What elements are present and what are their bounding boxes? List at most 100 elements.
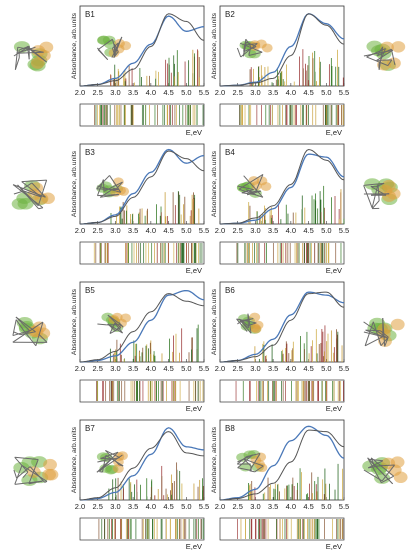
x-tick-label: 4.5: [303, 364, 313, 373]
side-molecule: [362, 456, 407, 483]
transition-strip-frame: [80, 242, 204, 264]
panel-label: B3: [85, 148, 95, 157]
x-tick-label: 4.0: [286, 226, 296, 235]
y-axis-label: Absorbance, arb.units: [71, 288, 78, 355]
x-tick-label: 2.5: [232, 88, 242, 97]
transition-strip-frame: [80, 380, 204, 402]
x-tick-label: 4.0: [146, 88, 156, 97]
x-tick-label: 3.0: [110, 364, 120, 373]
x-tick-label: 2.0: [75, 364, 85, 373]
x-tick-label: 5.0: [321, 226, 331, 235]
x-axis-label: E,eV: [186, 542, 202, 550]
x-tick-label: 2.0: [215, 88, 225, 97]
x-tick-label: 3.5: [128, 226, 138, 235]
panel-label: B5: [85, 286, 95, 295]
x-tick-label: 5.5: [199, 88, 209, 97]
y-axis-label: Absorbance, arb.units: [71, 426, 78, 493]
side-molecule: [12, 180, 55, 210]
inset-molecule-lobe-orange: [249, 313, 260, 322]
x-tick-label: 4.0: [146, 502, 156, 511]
plot-frame: [80, 420, 204, 500]
inset-molecule: [96, 175, 129, 197]
x-tick-label: 4.5: [303, 502, 313, 511]
y-axis-label: Absorbance, arb.units: [211, 426, 218, 493]
x-tick-label: 3.0: [110, 88, 120, 97]
x-tick-label: 3.0: [110, 502, 120, 511]
x-tick-label: 2.0: [215, 364, 225, 373]
side-molecule-lobe-orange: [391, 319, 405, 331]
side-molecule: [364, 41, 405, 71]
panel-label: B1: [85, 10, 95, 19]
x-tick-label: 4.5: [303, 88, 313, 97]
x-tick-label: 4.5: [163, 364, 173, 373]
x-axis-label: E,eV: [186, 128, 202, 137]
x-axis-label: E,eV: [186, 266, 202, 275]
x-tick-label: 3.0: [250, 502, 260, 511]
x-tick-label: 3.5: [128, 88, 138, 97]
inset-molecule-lobe-orange: [117, 451, 128, 460]
x-tick-label: 2.5: [92, 364, 102, 373]
absorbance-curve: [80, 428, 204, 500]
panel-label: B8: [225, 424, 235, 433]
inset-molecule: [97, 313, 131, 334]
x-tick-label: 2.5: [92, 226, 102, 235]
x-tick-label: 2.5: [92, 88, 102, 97]
transition-strip-frame: [220, 518, 344, 540]
inset-molecule-bond: [250, 471, 255, 472]
x-tick-label: 2.5: [232, 502, 242, 511]
inset-molecule-bond: [97, 324, 106, 325]
side-molecule: [13, 317, 50, 346]
panel-label: B7: [85, 424, 95, 433]
side-molecule: [13, 456, 58, 486]
side-molecule-bond: [366, 330, 381, 331]
plot-frame: [220, 144, 344, 224]
inset-molecule-lobe-orange: [115, 186, 126, 195]
x-axis-label: E,eV: [186, 404, 202, 413]
x-tick-label: 3.0: [250, 88, 260, 97]
x-tick-label: 3.5: [268, 226, 278, 235]
inset-molecule-lobe-orange: [262, 43, 273, 52]
y-axis-label: Absorbance, arb.units: [211, 288, 218, 355]
x-tick-label: 3.0: [110, 226, 120, 235]
x-tick-label: 2.5: [92, 502, 102, 511]
side-molecule-lobe-orange: [391, 41, 405, 53]
inset-molecule-bond: [103, 180, 104, 192]
panel-label: B4: [225, 148, 235, 157]
inset-molecule: [97, 35, 131, 59]
x-tick-label: 5.5: [339, 364, 349, 373]
x-tick-label: 5.0: [181, 88, 191, 97]
x-tick-label: 3.5: [268, 364, 278, 373]
x-tick-label: 3.0: [250, 364, 260, 373]
x-axis-label: E,eV: [326, 404, 342, 413]
absorbance-curve: [80, 294, 204, 362]
x-tick-label: 3.5: [268, 88, 278, 97]
x-tick-label: 2.0: [215, 502, 225, 511]
x-tick-label: 4.0: [146, 226, 156, 235]
x-tick-label: 5.0: [321, 88, 331, 97]
inset-molecule-bond: [237, 48, 240, 57]
inset-molecule: [236, 450, 267, 472]
x-tick-label: 2.0: [75, 88, 85, 97]
side-molecule: [364, 318, 405, 347]
x-tick-label: 5.0: [321, 502, 331, 511]
x-tick-label: 5.0: [321, 364, 331, 373]
x-tick-label: 4.0: [146, 364, 156, 373]
panel-label: B2: [225, 10, 235, 19]
y-axis-label: Absorbance, arb.units: [71, 12, 78, 79]
x-tick-label: 2.5: [232, 226, 242, 235]
x-tick-label: 3.0: [250, 226, 260, 235]
x-axis-label: E,eV: [326, 542, 342, 550]
side-molecule-lobe-orange: [43, 459, 57, 471]
x-tick-label: 3.5: [268, 502, 278, 511]
inset-molecule: [237, 39, 272, 58]
x-tick-label: 4.5: [163, 226, 173, 235]
transition-strip-frame: [220, 242, 344, 264]
inset-molecule: [237, 313, 264, 334]
inset-molecule-lobe-orange: [261, 182, 272, 191]
